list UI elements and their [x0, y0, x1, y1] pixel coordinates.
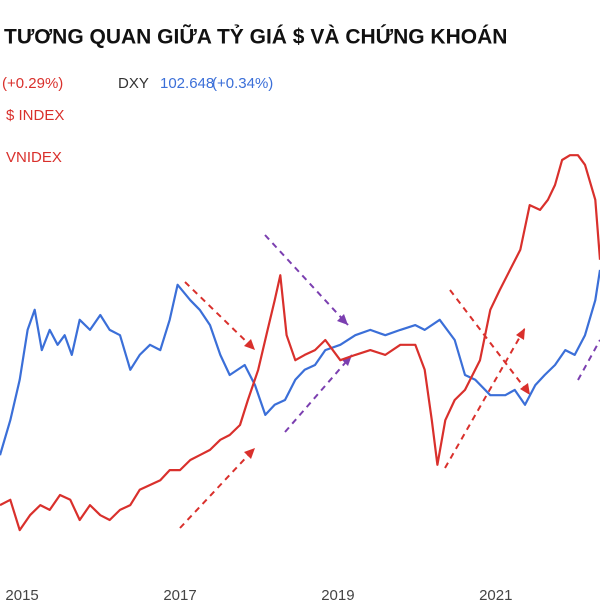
change: (+0.34%) [212, 75, 273, 92]
x-tick-label: 2015 [5, 587, 38, 600]
change-left: (+0.29%) [2, 75, 63, 92]
price: 102.648 [160, 75, 214, 92]
line [0, 154, 600, 532]
x-tick-label: 2019 [321, 587, 354, 600]
symbol: DXY [118, 75, 149, 92]
arrow-heads [244, 314, 530, 459]
arrows [179, 234, 600, 529]
x-tick-label: 2017 [163, 587, 196, 600]
annotation: VNIDEX [6, 149, 62, 166]
chart-title: TƯƠNG QUAN GIỮA TỶ GIÁ $ VÀ CHỨNG KHOÁN [4, 25, 507, 49]
annotation: $ INDEX [6, 107, 64, 124]
line [0, 269, 600, 456]
x-tick-label: 2021 [479, 587, 512, 600]
